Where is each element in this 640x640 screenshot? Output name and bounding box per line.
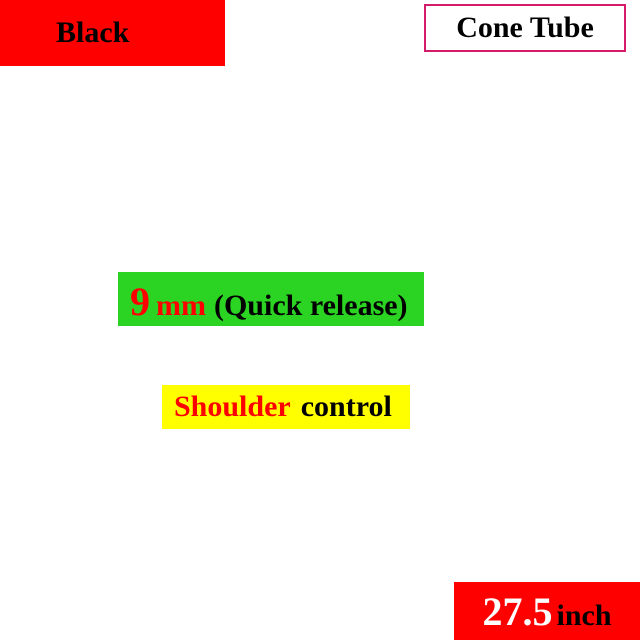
axle-size-number: 9 <box>130 278 150 325</box>
control-word-1: Shoulder <box>174 390 291 424</box>
control-type-badge: Shoulder control <box>162 385 410 429</box>
tube-type-badge: Cone Tube <box>424 4 626 52</box>
wheel-size-unit: inch <box>556 599 611 633</box>
tube-type-label: Cone Tube <box>456 11 594 45</box>
axle-size-unit: mm <box>156 289 206 323</box>
axle-release-type: (Quick release) <box>214 289 408 323</box>
color-label: Black <box>56 16 129 50</box>
axle-spec-badge: 9 mm (Quick release) <box>118 272 424 326</box>
wheel-size-badge: 27.5 inch <box>454 582 640 640</box>
control-word-2: control <box>301 390 392 424</box>
wheel-size-number: 27.5 <box>482 588 552 635</box>
color-badge: Black <box>0 0 225 66</box>
